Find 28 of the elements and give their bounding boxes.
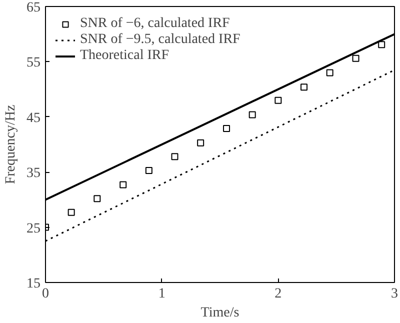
y-tick-label: 65 [26,0,40,16]
point [223,124,230,132]
legend-label: SNR of −9.5, calculated IRF [80,32,240,48]
x-tick-label: 2 [274,286,282,302]
legend-label: SNR of −6, calculated IRF [80,16,230,32]
point [145,166,152,174]
x-tick-label: 3 [391,286,398,302]
x-tick-label: 0 [42,286,49,302]
y-axis-title: Frequency/Hz [4,104,18,184]
x-axis-title: Time/s [200,306,240,320]
y-tick-label: 35 [26,166,40,182]
point [94,195,101,202]
point [274,96,282,104]
point [352,54,360,62]
point [248,111,256,118]
point [326,69,334,76]
point [68,208,75,216]
legend-label: Theoretical IRF [80,48,170,64]
point [300,84,308,91]
y-tick-label: 45 [26,110,40,126]
y-tick-label: 15 [26,276,40,292]
point [171,153,178,160]
point [197,139,204,146]
y-tick-label: 25 [26,221,40,236]
point [120,181,127,188]
x-tick-label: 1 [158,286,166,302]
y-tick-label: 55 [26,56,40,71]
point [378,41,386,48]
